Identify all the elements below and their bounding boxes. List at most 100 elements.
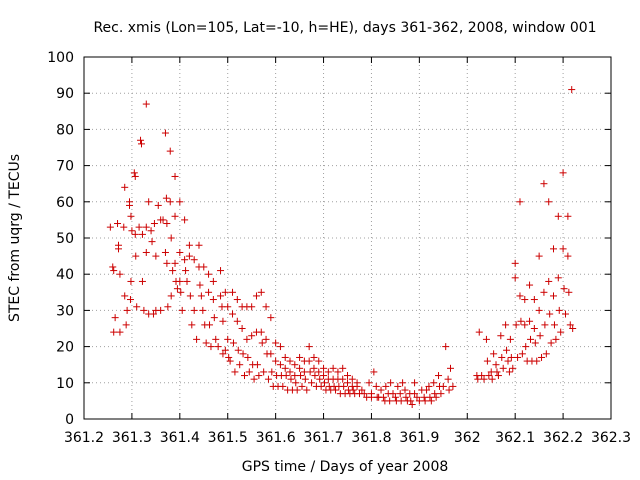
data-point xyxy=(138,277,146,285)
chart-title: Rec. xmis (Lon=105, Lat=-10, h=HE), days… xyxy=(93,20,596,36)
data-point xyxy=(569,325,577,332)
data-point xyxy=(233,296,241,304)
data-point xyxy=(176,198,184,206)
data-point xyxy=(128,227,136,235)
data-point xyxy=(150,220,158,228)
data-point xyxy=(536,332,544,340)
data-point xyxy=(568,86,576,94)
data-point xyxy=(214,343,222,351)
data-point xyxy=(505,368,513,376)
data-point xyxy=(279,382,287,390)
data-point xyxy=(421,397,429,405)
data-point xyxy=(181,256,189,264)
y-tick-label: 90 xyxy=(56,86,74,102)
data-point xyxy=(268,368,276,376)
y-tick-label: 60 xyxy=(56,195,74,211)
data-point xyxy=(238,325,246,332)
data-point xyxy=(185,241,193,249)
data-point xyxy=(516,198,524,206)
data-point xyxy=(494,372,502,380)
data-point xyxy=(200,263,208,271)
data-point xyxy=(122,321,130,329)
data-point xyxy=(526,281,534,289)
data-point xyxy=(512,321,520,329)
data-point xyxy=(212,335,220,343)
x-tick-label: 361.3 xyxy=(112,430,152,446)
data-point xyxy=(161,248,169,256)
data-point xyxy=(509,364,517,372)
data-point xyxy=(183,277,191,285)
data-point xyxy=(348,375,356,383)
data-point xyxy=(185,252,193,260)
data-point xyxy=(171,212,179,220)
data-point xyxy=(435,372,443,380)
data-point xyxy=(142,248,150,256)
data-point xyxy=(137,136,145,144)
data-point xyxy=(339,375,347,383)
data-point xyxy=(437,390,445,398)
data-point xyxy=(447,364,455,372)
data-point xyxy=(502,321,510,329)
data-point xyxy=(482,335,490,343)
data-point xyxy=(236,361,244,369)
data-point xyxy=(311,372,319,380)
data-point xyxy=(344,379,351,387)
data-point xyxy=(320,364,328,372)
data-point xyxy=(130,169,138,177)
data-point xyxy=(157,306,165,314)
data-point xyxy=(245,368,253,376)
data-point xyxy=(478,372,486,380)
data-point xyxy=(439,382,447,390)
data-point xyxy=(142,223,150,231)
data-point xyxy=(308,379,316,387)
data-point xyxy=(181,216,189,224)
x-tick-labels: 361.2 361.3 361.4 361.5 361.6 361.7 361.8 361.9… xyxy=(64,430,631,446)
data-point xyxy=(116,328,124,336)
data-point xyxy=(234,346,242,354)
data-point xyxy=(449,382,457,390)
data-point xyxy=(550,245,558,253)
x-tick-label: 361.8 xyxy=(351,430,391,446)
data-point xyxy=(423,386,431,394)
data-point xyxy=(427,397,435,405)
data-point xyxy=(399,379,407,387)
data-point xyxy=(231,368,239,376)
data-point xyxy=(110,267,118,275)
data-point xyxy=(372,382,380,390)
data-point xyxy=(292,379,300,387)
data-point xyxy=(334,368,342,376)
data-point xyxy=(176,248,184,256)
y-tick-label: 0 xyxy=(65,412,74,428)
data-point xyxy=(161,129,169,137)
data-point xyxy=(217,267,225,275)
data-point xyxy=(413,393,421,401)
y-tick-label: 20 xyxy=(56,340,74,356)
data-point xyxy=(425,382,433,390)
data-point xyxy=(190,306,198,314)
data-point xyxy=(518,350,526,358)
data-point xyxy=(202,339,210,347)
data-point xyxy=(488,375,496,383)
data-point xyxy=(148,238,156,246)
data-point xyxy=(306,368,314,376)
data-point xyxy=(171,172,179,180)
data-point xyxy=(131,230,139,238)
data-point xyxy=(566,321,574,329)
data-point xyxy=(387,379,395,387)
x-axis-title: GPS time / Days of year 2008 xyxy=(242,459,449,475)
data-point xyxy=(193,335,201,343)
data-point xyxy=(391,393,399,401)
data-point xyxy=(541,321,549,329)
data-point xyxy=(396,390,404,398)
data-point xyxy=(408,401,416,409)
data-point xyxy=(159,216,167,224)
data-point xyxy=(498,353,506,361)
data-point xyxy=(127,212,135,220)
data-point xyxy=(209,296,217,304)
data-point xyxy=(360,390,368,398)
data-point xyxy=(402,393,410,401)
data-point xyxy=(411,390,419,398)
data-point xyxy=(140,306,148,314)
data-point xyxy=(147,227,155,235)
data-point xyxy=(207,343,215,351)
